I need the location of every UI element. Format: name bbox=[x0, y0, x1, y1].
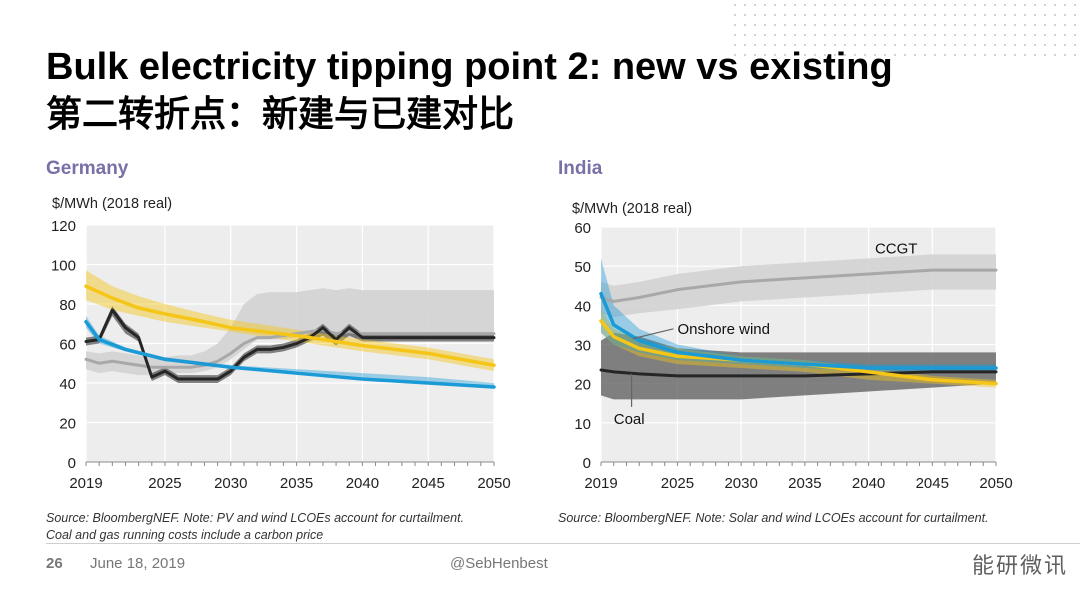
source-line-2: Coal and gas running costs include a car… bbox=[46, 528, 324, 542]
y-tick-label: 100 bbox=[51, 258, 76, 275]
series-band-solar bbox=[86, 270, 494, 372]
y-tick-label: 50 bbox=[574, 259, 591, 276]
y-tick-label: 20 bbox=[59, 416, 76, 433]
y-tick-label: 40 bbox=[574, 298, 591, 315]
annotation-label: Coal bbox=[614, 411, 645, 428]
x-tick-label: 2050 bbox=[477, 475, 510, 492]
page-number: 26 bbox=[46, 555, 63, 572]
annotation-label: CCGT bbox=[875, 241, 918, 258]
source-line-1: Source: BloombergNEF. Note: PV and wind … bbox=[46, 511, 465, 525]
annotation-leader bbox=[632, 328, 674, 340]
x-tick-label: 2035 bbox=[280, 475, 313, 492]
y-tick-label: 10 bbox=[574, 416, 591, 433]
slide-title: Bulk electricity tipping point 2: new vs… bbox=[46, 46, 893, 88]
chart-title-germany: Germany bbox=[46, 158, 129, 179]
decorative-dot-pattern bbox=[730, 0, 1080, 60]
series-line-gas bbox=[599, 268, 998, 303]
author-handle: @SebHenbest bbox=[450, 555, 548, 572]
x-tick-label: 2035 bbox=[788, 475, 821, 492]
x-tick-label: 2040 bbox=[346, 475, 379, 492]
y-tick-label: 30 bbox=[574, 338, 591, 355]
series-band-gas bbox=[601, 254, 996, 318]
y-tick-label: 40 bbox=[59, 376, 76, 393]
series-line-coal bbox=[84, 308, 496, 381]
series-line-wind bbox=[599, 291, 998, 370]
y-tick-label: 0 bbox=[583, 455, 591, 472]
y-axis-label: $/MWh (2018 real) bbox=[572, 201, 692, 217]
series-line-solar bbox=[84, 284, 496, 367]
x-tick-label: 2045 bbox=[916, 475, 949, 492]
watermark-logo: 能研微讯 bbox=[971, 553, 1068, 578]
y-tick-label: 120 bbox=[51, 218, 76, 235]
x-tick-label: 2025 bbox=[661, 475, 694, 492]
series-band-coal bbox=[601, 332, 996, 400]
x-tick-label: 2030 bbox=[214, 475, 247, 492]
series-line-coal bbox=[599, 368, 998, 378]
source-note-germany: Source: BloombergNEF. Note: PV and wind … bbox=[46, 510, 464, 544]
source-line-1: Source: BloombergNEF. Note: Solar and wi… bbox=[558, 511, 989, 525]
series-band-wind bbox=[86, 315, 494, 389]
source-note-india: Source: BloombergNEF. Note: Solar and wi… bbox=[558, 510, 989, 527]
series-line-gas bbox=[84, 328, 496, 369]
slide-date: June 18, 2019 bbox=[90, 555, 186, 572]
x-tick-label: 2030 bbox=[724, 475, 757, 492]
series-band-gas bbox=[86, 288, 494, 376]
y-tick-label: 60 bbox=[59, 337, 76, 354]
chart-title-india: India bbox=[558, 158, 603, 179]
x-tick-label: 2050 bbox=[979, 475, 1012, 492]
x-tick-label: 2019 bbox=[69, 475, 102, 492]
x-tick-label: 2045 bbox=[412, 475, 445, 492]
annotation-label: Onshore wind bbox=[677, 321, 770, 338]
series-line-wind bbox=[84, 320, 496, 389]
y-tick-label: 80 bbox=[59, 297, 76, 314]
slide-subtitle: 第二转折点：新建与已建对比 bbox=[46, 93, 515, 134]
x-tick-label: 2025 bbox=[148, 475, 181, 492]
footer-divider bbox=[46, 543, 1080, 544]
y-tick-label: 60 bbox=[574, 220, 591, 237]
y-tick-label: 0 bbox=[68, 455, 76, 472]
x-tick-label: 2019 bbox=[584, 475, 617, 492]
x-tick-label: 2040 bbox=[852, 475, 885, 492]
y-axis-label: $/MWh (2018 real) bbox=[52, 196, 172, 212]
y-tick-label: 20 bbox=[574, 377, 591, 394]
